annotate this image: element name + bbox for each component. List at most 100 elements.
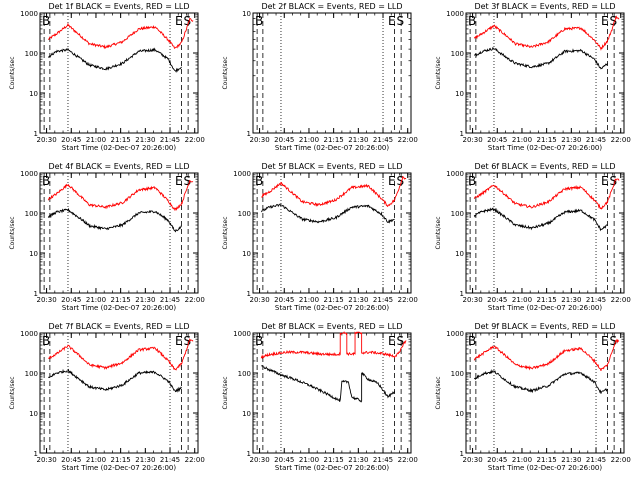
x-tick-label: 21:00 (86, 296, 106, 304)
detector-panel-7: Det 7f BLACK = Events, RED = LLD 1 10 100 10… (9, 322, 205, 472)
series-black-line (261, 203, 395, 224)
panel-title: Det 9f BLACK = Events, RED = LLD (474, 322, 615, 331)
marker-label-b: B (255, 14, 263, 28)
y-tick-label: 100 (451, 210, 464, 218)
detector-panel-1: Det 1f BLACK = Events, RED = LLD 1 10 100 10… (9, 2, 205, 152)
x-tick-label: 21:30 (348, 456, 368, 464)
x-tick-label: 21:15 (537, 136, 557, 144)
y-tick-label: 1 (460, 130, 464, 138)
y-axis-label: Counts/sec (435, 56, 442, 89)
y-axis-label: Counts/sec (435, 376, 442, 409)
marker-label-b: B (468, 174, 476, 188)
plot-frame (465, 172, 625, 294)
marker-label-s: S (397, 174, 405, 188)
y-axis-label: Counts/sec (9, 56, 16, 89)
panel-title: Det 1f BLACK = Events, RED = LLD (48, 2, 189, 11)
marker-label-s: S (397, 14, 405, 28)
y-tick-label: 10 (242, 10, 251, 18)
y-tick-label: 1000 (20, 170, 38, 178)
x-tick-label: 20:30 (462, 456, 482, 464)
x-axis-label: Start Time (02-Dec-07 20:26:00) (62, 304, 176, 312)
x-tick-label: 20:45 (61, 456, 81, 464)
x-tick-label: 22:00 (185, 456, 205, 464)
x-tick-label: 20:45 (61, 136, 81, 144)
plot-frame (252, 332, 412, 454)
detector-panel-4: Det 4f BLACK = Events, RED = LLD 1 10 100 10… (9, 162, 205, 312)
marker-label-e: E (388, 174, 396, 188)
y-tick-label: 10 (29, 90, 38, 98)
x-tick-label: 20:30 (462, 136, 482, 144)
marker-label-e: E (601, 334, 609, 348)
y-tick-label: 1000 (20, 10, 38, 18)
series-red-line (473, 178, 620, 210)
y-tick-label: 100 (25, 370, 38, 378)
x-tick-label: 21:30 (561, 136, 581, 144)
x-tick-label: 21:30 (135, 136, 155, 144)
x-tick-label: 21:00 (512, 456, 532, 464)
x-tick-label: 21:15 (111, 456, 131, 464)
x-tick-label: 20:30 (36, 136, 56, 144)
x-tick-label: 20:30 (462, 296, 482, 304)
marker-label-e: E (175, 14, 183, 28)
x-tick-label: 22:00 (398, 136, 418, 144)
x-tick-label: 21:30 (348, 296, 368, 304)
x-tick-label: 21:00 (512, 296, 532, 304)
y-tick-label: 1000 (233, 330, 251, 338)
x-tick-label: 21:30 (135, 296, 155, 304)
y-axis-label: Counts/sec (222, 376, 229, 409)
x-tick-label: 20:45 (487, 296, 507, 304)
plot-frame (252, 172, 412, 294)
series-black-line (47, 207, 182, 233)
x-axis-label: Start Time (02-Dec-07 20:26:00) (62, 144, 176, 152)
x-tick-label: 21:45 (373, 296, 393, 304)
marker-label-e: E (175, 174, 183, 188)
x-tick-label: 21:15 (324, 456, 344, 464)
marker-label-s: S (184, 174, 192, 188)
y-tick-label: 100 (238, 210, 251, 218)
x-tick-label: 20:30 (249, 296, 269, 304)
y-tick-label: 10 (242, 250, 251, 258)
marker-label-s: S (184, 14, 192, 28)
plot-frame (252, 12, 412, 134)
x-tick-label: 20:45 (61, 296, 81, 304)
x-tick-label: 20:45 (487, 136, 507, 144)
x-axis-label: Start Time (02-Dec-07 20:26:00) (275, 144, 389, 152)
detector-panel-8: Det 8f BLACK = Events, RED = LLD 1 10 100 10… (222, 322, 418, 472)
marker-label-b: B (42, 174, 50, 188)
x-tick-label: 21:00 (299, 136, 319, 144)
detector-panel-3: Det 3f BLACK = Events, RED = LLD 1 10 100 10… (435, 2, 631, 152)
y-tick-label: 1 (34, 290, 38, 298)
x-axis-label: Start Time (02-Dec-07 20:26:00) (488, 464, 602, 472)
y-tick-label: 1000 (446, 10, 464, 18)
panel-title: Det 7f BLACK = Events, RED = LLD (48, 322, 189, 331)
marker-label-e: E (388, 14, 396, 28)
panel-title: Det 4f BLACK = Events, RED = LLD (48, 162, 189, 171)
detector-panel-6: Det 6f BLACK = Events, RED = LLD 1 10 100 10… (435, 162, 631, 312)
y-tick-label: 1000 (20, 330, 38, 338)
y-tick-label: 1000 (446, 170, 464, 178)
y-tick-label: 10 (455, 250, 464, 258)
x-tick-label: 22:00 (611, 136, 631, 144)
y-tick-label: 100 (451, 50, 464, 58)
marker-label-e: E (601, 174, 609, 188)
x-tick-label: 21:15 (324, 296, 344, 304)
x-tick-label: 21:45 (586, 456, 606, 464)
x-tick-label: 22:00 (398, 456, 418, 464)
x-tick-label: 21:15 (537, 296, 557, 304)
marker-label-e: E (601, 14, 609, 28)
x-tick-label: 20:45 (274, 296, 294, 304)
panel-title: Det 5f BLACK = Events, RED = LLD (261, 162, 402, 171)
y-tick-label: 100 (238, 370, 251, 378)
y-tick-label: 10 (242, 410, 251, 418)
marker-label-s: S (610, 334, 618, 348)
x-tick-label: 21:15 (324, 136, 344, 144)
x-tick-label: 21:45 (373, 136, 393, 144)
x-tick-label: 20:45 (274, 136, 294, 144)
marker-label-b: B (468, 14, 476, 28)
y-tick-label: 1 (460, 450, 464, 458)
x-tick-label: 21:45 (373, 456, 393, 464)
series-red-line (260, 331, 407, 360)
x-tick-label: 21:45 (160, 456, 180, 464)
x-tick-label: 21:30 (561, 296, 581, 304)
x-tick-label: 22:00 (611, 456, 631, 464)
